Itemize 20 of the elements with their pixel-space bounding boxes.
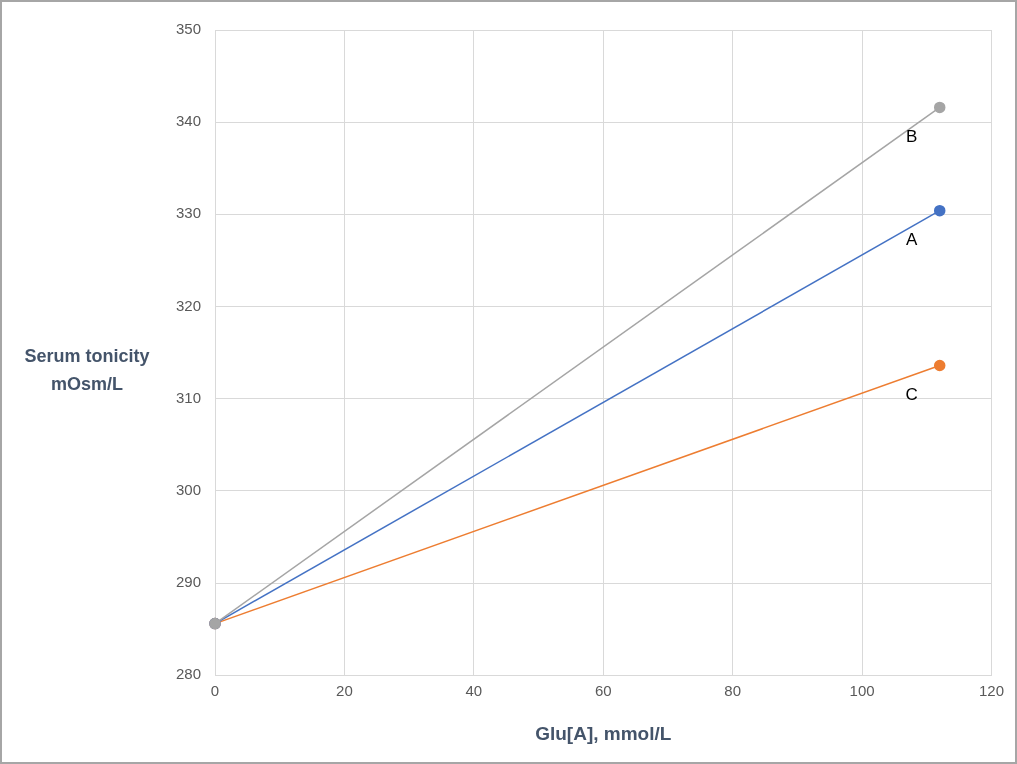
x-tick-label: 60: [594, 682, 612, 700]
y-axis-title: Serum tonicity mOsm/L: [23, 345, 151, 396]
y-tick-label: 320: [176, 296, 202, 314]
x-axis-title: Glu[A], mmol/L: [535, 722, 672, 744]
x-tick-label: 80: [724, 682, 742, 700]
y-tick-label: 280: [176, 665, 202, 683]
y-tick-label: 300: [176, 481, 202, 498]
y-tick-label: 290: [176, 573, 202, 591]
series-label: C: [905, 385, 918, 405]
series-label: B: [906, 127, 918, 147]
y-tick-label: 330: [176, 204, 202, 222]
series-label: A: [906, 230, 919, 250]
x-tick-label: 40: [465, 682, 483, 700]
y-tick-label: 340: [176, 112, 202, 130]
y-tick-label: 310: [176, 388, 202, 406]
x-tick-label: 0: [210, 682, 220, 700]
y-tick-label: 350: [176, 20, 202, 38]
x-tick-label: 120: [978, 682, 1004, 700]
x-tick-label: 100: [849, 682, 875, 700]
x-tick-label: 20: [336, 682, 353, 700]
